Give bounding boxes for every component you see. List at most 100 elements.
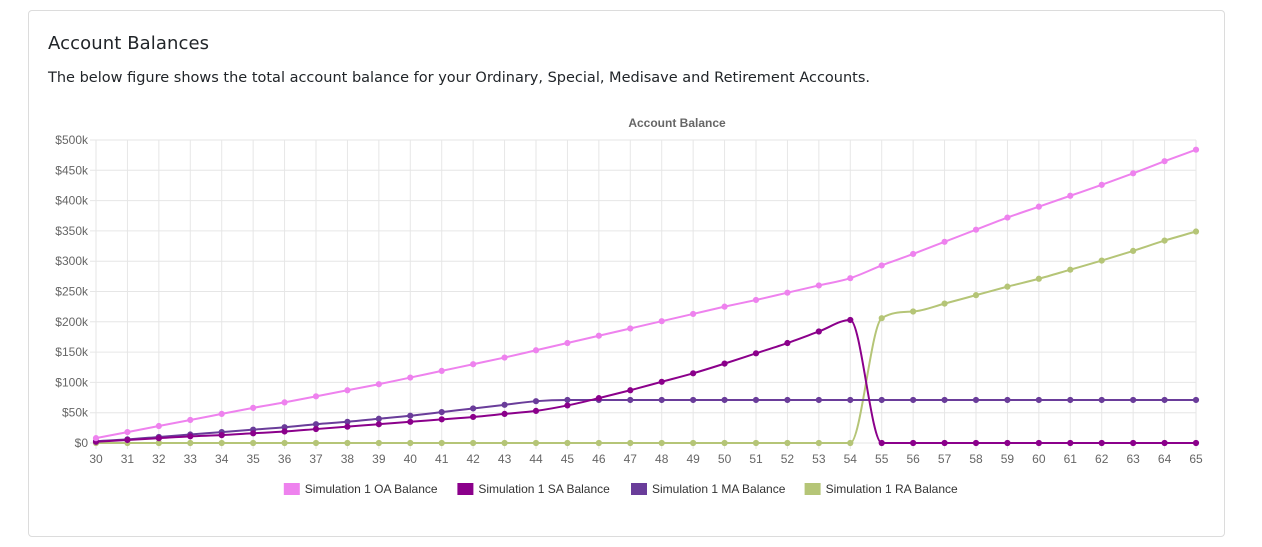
simulation-1-ma-balance-point[interactable]: [407, 412, 414, 419]
simulation-1-sa-balance-point[interactable]: [375, 421, 382, 428]
simulation-1-oa-balance-point[interactable]: [532, 347, 540, 354]
simulation-1-ra-balance-point[interactable]: [312, 439, 320, 447]
simulation-1-oa-balance-point[interactable]: [187, 416, 194, 424]
simulation-1-sa-balance-point[interactable]: [344, 423, 351, 430]
simulation-1-ra-balance-point[interactable]: [815, 439, 822, 447]
simulation-1-sa-balance-point[interactable]: [1004, 439, 1011, 447]
simulation-1-ra-balance-point[interactable]: [972, 292, 980, 299]
simulation-1-sa-balance-point[interactable]: [847, 316, 854, 324]
simulation-1-ra-balance-point[interactable]: [438, 439, 445, 447]
simulation-1-sa-balance-point[interactable]: [910, 439, 917, 447]
simulation-1-sa-balance-point[interactable]: [1035, 439, 1042, 447]
simulation-1-sa-balance-point[interactable]: [187, 433, 194, 440]
simulation-1-sa-balance-point[interactable]: [721, 360, 728, 367]
simulation-1-oa-balance-point[interactable]: [124, 428, 131, 436]
simulation-1-oa-balance-point[interactable]: [501, 354, 508, 361]
simulation-1-ra-balance-point[interactable]: [784, 439, 791, 447]
simulation-1-ma-balance-point[interactable]: [470, 405, 477, 412]
simulation-1-sa-balance-point[interactable]: [438, 416, 445, 423]
simulation-1-ra-balance-point[interactable]: [564, 439, 571, 447]
simulation-1-oa-balance-point[interactable]: [815, 282, 822, 289]
simulation-1-sa-balance-point[interactable]: [784, 339, 791, 347]
simulation-1-ma-balance-point[interactable]: [941, 396, 948, 404]
simulation-1-oa-balance-point[interactable]: [375, 381, 382, 388]
simulation-1-ma-balance-point[interactable]: [1098, 396, 1105, 404]
simulation-1-oa-balance-point[interactable]: [1004, 214, 1011, 221]
simulation-1-ra-balance-point[interactable]: [1004, 283, 1011, 290]
simulation-1-oa-balance-point[interactable]: [1192, 146, 1200, 153]
simulation-1-oa-balance-point[interactable]: [847, 275, 854, 282]
simulation-1-sa-balance-point[interactable]: [501, 410, 508, 418]
simulation-1-sa-balance-point[interactable]: [815, 328, 822, 335]
simulation-1-ma-balance-point[interactable]: [815, 396, 822, 404]
simulation-1-ra-balance-point[interactable]: [752, 439, 760, 447]
simulation-1-ra-balance-point[interactable]: [595, 439, 602, 447]
simulation-1-ra-balance-point[interactable]: [501, 439, 508, 447]
simulation-1-sa-balance-point[interactable]: [281, 428, 288, 435]
legend-swatch[interactable]: [457, 483, 474, 495]
simulation-1-oa-balance-point[interactable]: [564, 339, 571, 347]
simulation-1-oa-balance-point[interactable]: [470, 361, 477, 368]
simulation-1-ma-balance-point[interactable]: [784, 396, 791, 404]
simulation-1-oa-balance-point[interactable]: [941, 238, 948, 245]
simulation-1-ma-balance-point[interactable]: [752, 396, 760, 404]
simulation-1-ra-balance-point[interactable]: [1130, 247, 1137, 254]
simulation-1-oa-balance-point[interactable]: [658, 318, 665, 325]
simulation-1-sa-balance-point[interactable]: [972, 439, 980, 447]
simulation-1-ra-balance-point[interactable]: [344, 439, 351, 447]
simulation-1-oa-balance-point[interactable]: [438, 367, 445, 374]
simulation-1-ma-balance-point[interactable]: [532, 398, 540, 405]
simulation-1-oa-balance-point[interactable]: [752, 296, 760, 304]
simulation-1-oa-balance-point[interactable]: [155, 422, 162, 430]
simulation-1-ma-balance-point[interactable]: [501, 401, 508, 408]
simulation-1-oa-balance-point[interactable]: [784, 289, 791, 296]
simulation-1-ra-balance-point[interactable]: [1067, 266, 1074, 273]
simulation-1-ra-balance-point[interactable]: [847, 439, 854, 447]
simulation-1-ra-balance-point[interactable]: [941, 300, 948, 307]
simulation-1-ma-balance-point[interactable]: [910, 396, 917, 404]
simulation-1-sa-balance-point[interactable]: [690, 370, 697, 377]
simulation-1-sa-balance-point[interactable]: [312, 425, 320, 433]
simulation-1-ra-balance-point[interactable]: [250, 439, 257, 447]
simulation-1-oa-balance-point[interactable]: [1161, 158, 1168, 165]
simulation-1-sa-balance-point[interactable]: [595, 395, 602, 402]
simulation-1-oa-balance-point[interactable]: [627, 325, 634, 332]
simulation-1-sa-balance-point[interactable]: [658, 378, 665, 385]
simulation-1-ra-balance-point[interactable]: [407, 439, 414, 447]
simulation-1-ra-balance-point[interactable]: [470, 439, 477, 447]
simulation-1-ra-balance-point[interactable]: [1161, 237, 1168, 244]
legend-swatch[interactable]: [631, 483, 647, 495]
simulation-1-oa-balance-point[interactable]: [92, 435, 100, 442]
legend-swatch[interactable]: [283, 483, 300, 495]
simulation-1-sa-balance-point[interactable]: [1098, 439, 1105, 447]
legend-label[interactable]: Simulation 1 MA Balance: [652, 482, 786, 496]
simulation-1-ra-balance-point[interactable]: [1035, 275, 1042, 282]
simulation-1-oa-balance-point[interactable]: [218, 410, 225, 418]
simulation-1-sa-balance-point[interactable]: [564, 402, 571, 409]
legend-swatch[interactable]: [804, 483, 821, 495]
simulation-1-sa-balance-point[interactable]: [250, 430, 257, 437]
simulation-1-sa-balance-point[interactable]: [1130, 439, 1137, 447]
simulation-1-oa-balance-point[interactable]: [721, 303, 728, 310]
simulation-1-ma-balance-point[interactable]: [1067, 396, 1074, 404]
simulation-1-sa-balance-point[interactable]: [218, 432, 225, 439]
simulation-1-ra-balance-point[interactable]: [1098, 257, 1105, 264]
simulation-1-ra-balance-point[interactable]: [878, 315, 885, 322]
simulation-1-ra-balance-point[interactable]: [187, 439, 194, 447]
simulation-1-oa-balance-point[interactable]: [407, 374, 414, 381]
legend-label[interactable]: Simulation 1 RA Balance: [826, 482, 958, 496]
simulation-1-sa-balance-point[interactable]: [752, 350, 760, 357]
simulation-1-ma-balance-point[interactable]: [564, 396, 571, 404]
simulation-1-sa-balance-point[interactable]: [1161, 439, 1168, 447]
simulation-1-oa-balance-point[interactable]: [910, 250, 917, 258]
simulation-1-ma-balance-point[interactable]: [1004, 396, 1011, 404]
simulation-1-ma-balance-point[interactable]: [972, 396, 980, 404]
simulation-1-ma-balance-point[interactable]: [438, 408, 445, 416]
simulation-1-ra-balance-point[interactable]: [627, 439, 634, 447]
legend-label[interactable]: Simulation 1 SA Balance: [478, 482, 610, 496]
simulation-1-oa-balance-point[interactable]: [1035, 203, 1042, 210]
simulation-1-ra-balance-point[interactable]: [218, 439, 225, 447]
simulation-1-oa-balance-point[interactable]: [281, 399, 288, 406]
simulation-1-ma-balance-point[interactable]: [847, 396, 854, 404]
simulation-1-ra-balance-point[interactable]: [910, 308, 917, 315]
